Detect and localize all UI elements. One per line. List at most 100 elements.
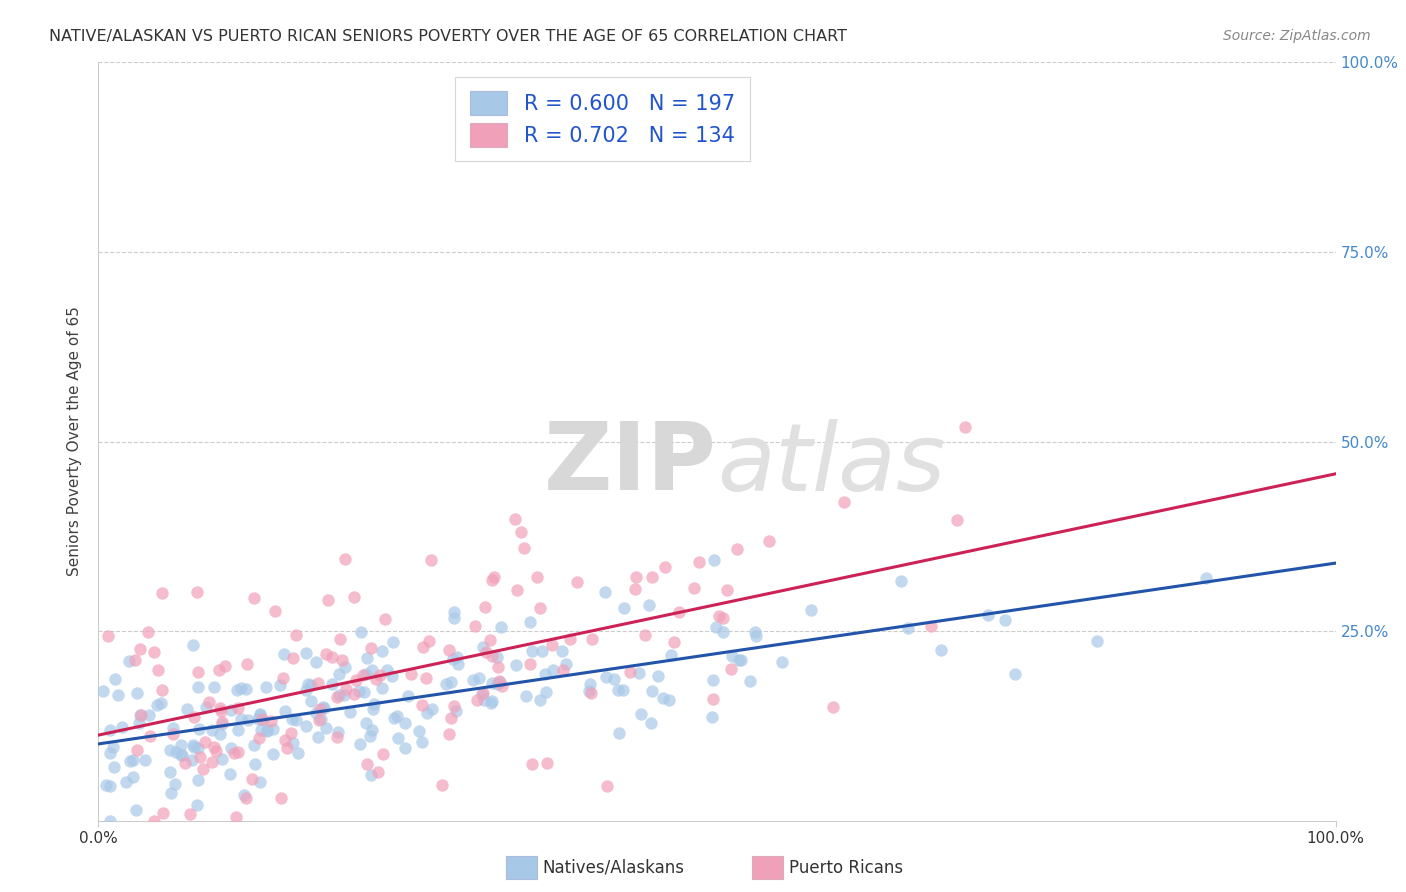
Point <box>486 650 509 665</box>
Point <box>519 657 541 671</box>
Point <box>482 570 505 584</box>
Point <box>529 601 551 615</box>
Point <box>821 699 844 714</box>
Point <box>249 708 271 723</box>
Point <box>472 686 495 700</box>
Point <box>461 673 484 688</box>
Point <box>188 749 211 764</box>
Point <box>343 687 366 701</box>
Point <box>702 692 724 706</box>
Point <box>233 788 256 802</box>
Point <box>560 632 582 647</box>
Point <box>150 683 173 698</box>
Point <box>640 716 662 731</box>
Point <box>350 625 373 640</box>
Point <box>356 651 378 665</box>
Point <box>515 690 537 704</box>
Point <box>770 655 793 669</box>
Point <box>361 723 384 738</box>
Point <box>447 657 470 671</box>
Point <box>506 583 529 598</box>
Point <box>730 653 752 667</box>
Point <box>486 677 509 691</box>
Point <box>579 686 602 700</box>
Point <box>443 610 465 624</box>
Point <box>179 807 201 822</box>
Point <box>187 740 209 755</box>
Point <box>526 570 548 584</box>
Point <box>479 632 502 647</box>
Point <box>287 746 309 760</box>
Point <box>363 697 385 711</box>
Point <box>352 668 374 682</box>
Point <box>284 713 307 727</box>
Point <box>121 753 143 767</box>
Point <box>607 725 630 739</box>
Point <box>252 712 274 726</box>
Point <box>486 660 509 674</box>
Point <box>202 739 225 754</box>
Point <box>553 663 575 677</box>
Point <box>276 741 298 756</box>
Point <box>554 657 576 672</box>
Point <box>706 620 728 634</box>
Point <box>165 745 187 759</box>
Point <box>326 731 349 745</box>
Point <box>187 680 209 694</box>
Point <box>316 593 339 607</box>
Point <box>186 585 208 599</box>
Point <box>540 638 562 652</box>
Point <box>738 674 761 689</box>
Point <box>281 651 304 665</box>
Point <box>308 702 330 716</box>
Point <box>343 590 366 604</box>
Point <box>353 684 375 698</box>
Point <box>472 692 495 706</box>
Point <box>474 645 496 659</box>
Point <box>619 665 641 679</box>
Point <box>229 712 252 726</box>
Point <box>209 727 232 741</box>
Point <box>700 710 723 724</box>
Point <box>505 657 527 672</box>
Point <box>152 805 174 820</box>
Point <box>333 660 356 674</box>
Point <box>832 494 855 508</box>
Point <box>315 721 337 735</box>
Point <box>191 762 214 776</box>
Point <box>304 706 326 720</box>
Point <box>129 708 152 723</box>
Point <box>366 672 388 686</box>
Point <box>308 713 330 727</box>
Point <box>262 723 284 737</box>
Point <box>295 682 318 697</box>
Point <box>659 648 682 662</box>
Point <box>98 723 121 738</box>
Point <box>716 583 738 598</box>
Point <box>271 671 294 685</box>
Point <box>146 698 169 712</box>
Point <box>520 757 543 772</box>
Point <box>224 746 246 760</box>
Point <box>107 688 129 702</box>
Point <box>242 591 264 606</box>
Point <box>138 625 160 640</box>
Point <box>315 647 337 661</box>
Point <box>503 512 526 526</box>
Point <box>489 619 512 633</box>
Point <box>638 599 661 613</box>
Point <box>711 625 734 640</box>
Point <box>236 657 259 672</box>
Point <box>247 712 270 726</box>
Point <box>471 687 494 701</box>
Point <box>219 740 242 755</box>
Point <box>612 682 634 697</box>
Point <box>96 778 118 792</box>
Point <box>335 682 357 697</box>
Point <box>519 615 541 629</box>
Point <box>328 688 350 702</box>
Point <box>440 675 463 690</box>
Point <box>98 747 121 761</box>
Point <box>416 706 439 720</box>
Point <box>339 706 361 720</box>
